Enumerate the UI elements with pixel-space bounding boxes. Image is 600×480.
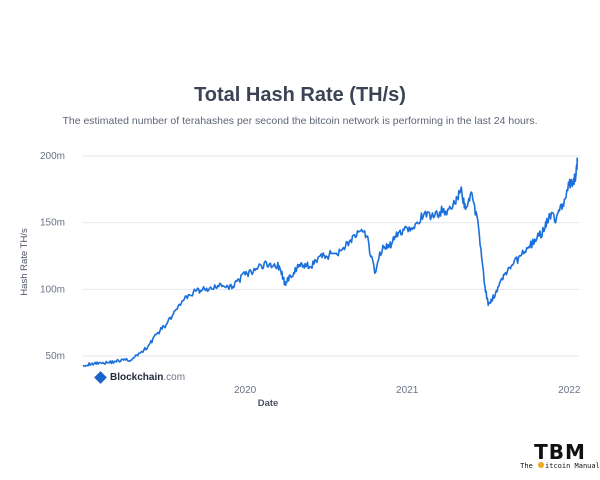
chart-title: Total Hash Rate (TH/s) <box>194 84 406 106</box>
x-tick-label: 2020 <box>234 385 257 396</box>
blockchain-logo-domain: .com <box>163 372 186 383</box>
y-tick-labels: 50m 100m 150m 200m <box>40 151 65 362</box>
x-axis-label: Date <box>258 398 279 409</box>
x-tick-labels: 2020 2021 2022 <box>234 385 581 396</box>
tbm-sub-left: The <box>520 462 538 470</box>
y-tick-label: 150m <box>40 218 65 229</box>
y-tick-label: 50m <box>46 351 65 362</box>
grid-lines <box>83 155 579 357</box>
y-axis-label: Hash Rate TH/s <box>19 228 30 296</box>
bitcoin-b-icon <box>538 462 545 468</box>
tbm-watermark: TBM The itcoin Manual <box>520 442 600 470</box>
chart-subtitle: The estimated number of terahashes per s… <box>62 115 538 127</box>
y-tick-label: 200m <box>40 151 65 162</box>
blockchain-logo-text: Blockchain <box>110 372 164 383</box>
tbm-sub-right: itcoin Manual <box>545 462 600 470</box>
blockchain-cube-icon <box>94 371 107 384</box>
blockchain-logo: Blockchain .com <box>94 371 186 384</box>
tbm-logo-text: TBM <box>534 440 586 464</box>
y-tick-label: 100m <box>40 284 65 295</box>
x-tick-label: 2022 <box>558 385 581 396</box>
x-tick-label: 2021 <box>396 385 419 396</box>
hash-rate-line <box>82 157 579 368</box>
tbm-logo-subtext: The itcoin Manual <box>520 462 600 470</box>
